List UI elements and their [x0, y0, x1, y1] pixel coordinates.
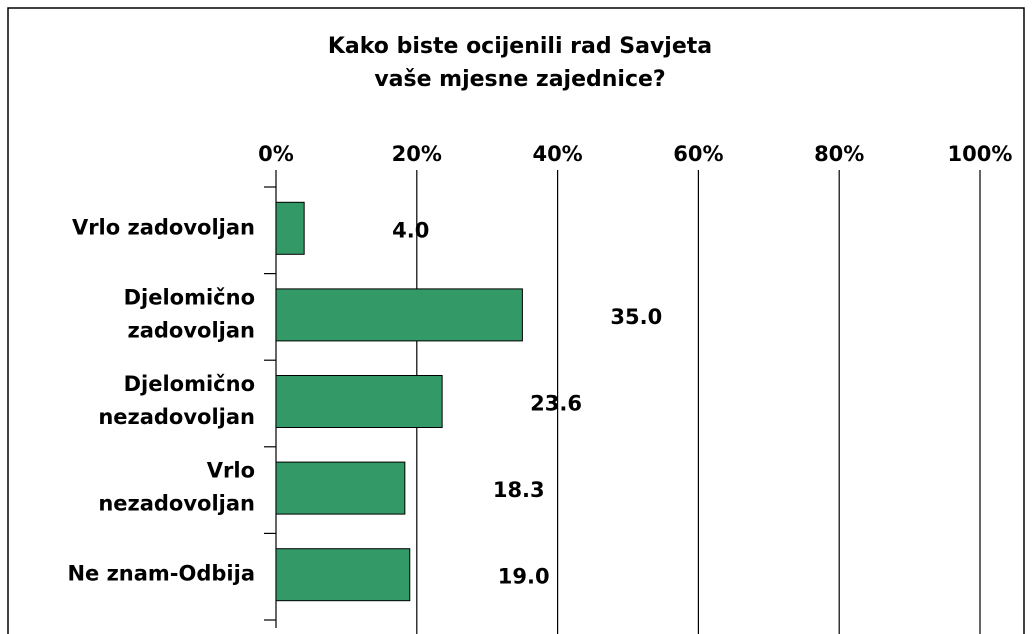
x-tick-label: 60%	[673, 142, 723, 166]
data-label: 4.0	[392, 218, 429, 242]
x-tick-label: 40%	[532, 142, 582, 166]
y-tick-label: Vrlo zadovoljan	[72, 215, 255, 239]
y-tick-label: Vrlo nezadovoljan	[98, 459, 255, 516]
y-tick-label: Djelomično zadovoljan	[124, 285, 255, 342]
data-label: 18.3	[493, 478, 545, 502]
x-tick-label: 0%	[258, 142, 294, 166]
x-tick-label: 20%	[392, 142, 442, 166]
data-label: 23.6	[530, 392, 582, 416]
y-tick-label: Ne znam-Odbija	[67, 562, 255, 586]
bar	[275, 461, 406, 515]
x-tick-label: 100%	[948, 142, 1013, 166]
y-tick-label: Djelomično nezadovoljan	[98, 372, 255, 429]
x-tick-label: 80%	[814, 142, 864, 166]
chart-title: Kako biste ocijenili rad Savjeta vaše mje…	[328, 34, 712, 92]
data-label: 19.0	[498, 565, 550, 589]
bar	[275, 375, 443, 428]
bar	[275, 288, 523, 342]
bar	[275, 201, 305, 255]
bar	[275, 548, 411, 602]
data-label: 35.0	[610, 305, 662, 329]
